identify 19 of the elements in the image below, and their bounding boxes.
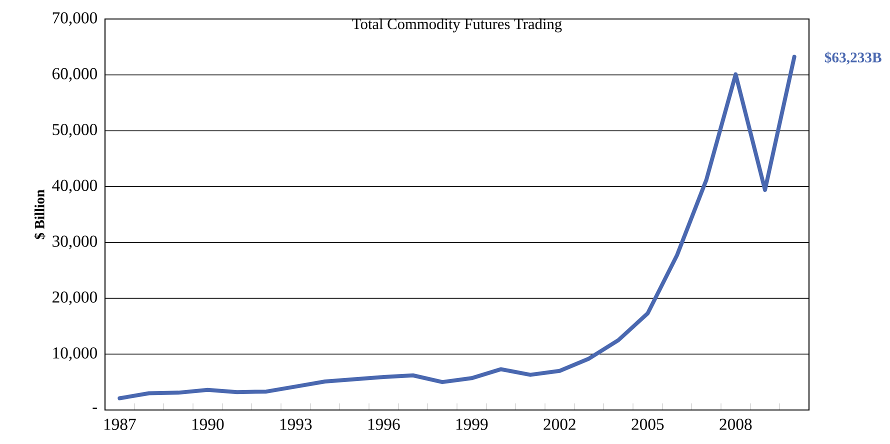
x-tick-label: 1987 <box>104 418 136 430</box>
line-series <box>118 54 796 400</box>
x-tick-label: 2008 <box>720 418 752 430</box>
x-tick-label: 1993 <box>280 418 312 430</box>
y-tick-label: 50,000 <box>52 124 97 138</box>
y-axis-title: $ Billion <box>34 190 46 240</box>
y-tick-label: 60,000 <box>52 68 97 82</box>
y-tick-label: 10,000 <box>53 347 97 361</box>
y-tick-label: 30,000 <box>52 236 97 250</box>
x-tick-label: 1996 <box>368 418 400 430</box>
y-tick-label: 20,000 <box>52 291 97 306</box>
y-tick-label: 70,000 <box>52 12 97 26</box>
text: $63,233B <box>824 52 882 65</box>
x-tick-label: 2005 <box>632 418 664 430</box>
x-tick-label: 1999 <box>456 418 488 430</box>
x-tick-label: 1990 <box>192 418 224 430</box>
y-tick-label: - <box>92 408 98 409</box>
y-tick-label: 40,000 <box>52 180 97 194</box>
x-tick-label: 2002 <box>544 418 576 430</box>
